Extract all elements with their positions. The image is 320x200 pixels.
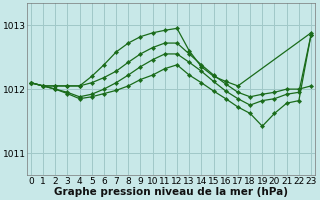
X-axis label: Graphe pression niveau de la mer (hPa): Graphe pression niveau de la mer (hPa): [54, 187, 288, 197]
